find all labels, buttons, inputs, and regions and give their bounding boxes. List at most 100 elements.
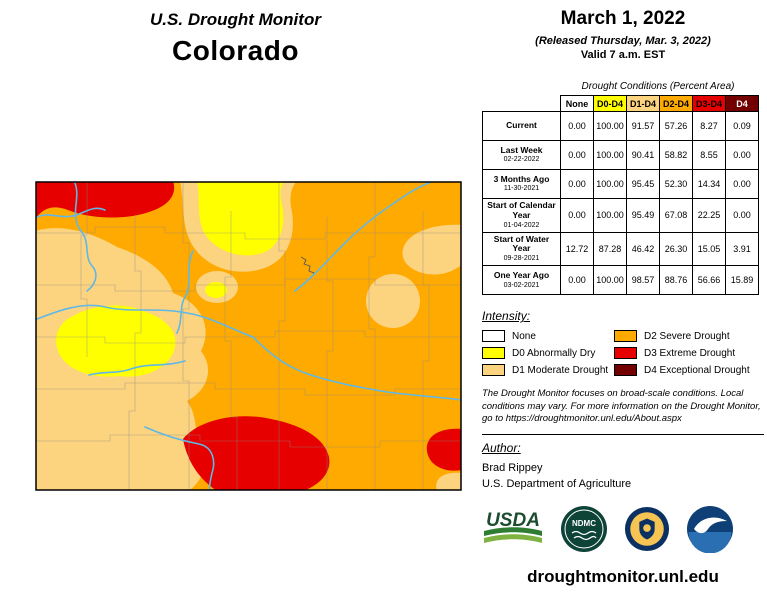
row-label-date: 01-04-2022	[503, 221, 540, 229]
table-row: Start of Calendar Year 01-04-2022 0.00 10…	[482, 198, 759, 233]
value-cell: 100.00	[593, 265, 627, 296]
row-label: Current	[482, 111, 561, 141]
legend-item-d0: D0 Abnormally Dry	[482, 347, 614, 360]
row-label: Last Week 02-22-2022	[482, 140, 561, 170]
row-label: Start of Water Year 09-28-2021	[482, 231, 561, 267]
col-header-none: None	[560, 95, 594, 112]
table-row: Start of Water Year 09-28-2021 12.72 87.2…	[482, 231, 759, 267]
river-south-platte	[294, 182, 432, 292]
river-rio-grande	[144, 426, 215, 490]
value-cell: 3.91	[725, 231, 759, 267]
value-cell: 0.00	[560, 111, 594, 141]
row-label-text: Current	[506, 119, 537, 130]
d2-swatch	[614, 330, 637, 343]
row-label-date: 03-02-2021	[503, 281, 540, 289]
row-label-date: 11-30-2021	[503, 185, 540, 193]
value-cell: 58.82	[659, 140, 693, 170]
rivers	[36, 182, 461, 490]
info-panel: March 1, 2022 (Released Thursday, Mar. 3…	[482, 8, 764, 587]
table-row: Last Week 02-22-2022 0.00 100.00 90.41 58…	[482, 140, 759, 170]
released-note: (Released Thursday, Mar. 3, 2022)	[535, 35, 711, 47]
table-row: 3 Months Ago 11-30-2021 0.00 100.00 95.45…	[482, 169, 759, 199]
row-label: 3 Months Ago 11-30-2021	[482, 169, 561, 199]
row-label-text: Start of Water Year	[493, 233, 550, 254]
release-date: March 1, 2022	[560, 8, 686, 29]
d3-region-southeast	[426, 428, 461, 471]
value-cell: 0.00	[560, 140, 594, 170]
legend-label: D4 Exceptional Drought	[644, 364, 750, 376]
legend-column-left: None D0 Abnormally Dry D1 Moderate Droug…	[482, 330, 614, 377]
colorado-drought-map	[35, 181, 462, 491]
d1-region-southeast-corner	[436, 472, 461, 490]
disclaimer-text: The Drought Monitor focuses on broad-sca…	[482, 388, 761, 424]
col-header-d0d4: D0-D4	[593, 95, 627, 112]
value-cell: 100.00	[593, 111, 627, 141]
col-header-d3d4: D3-D4	[692, 95, 726, 112]
river-colorado	[36, 304, 254, 338]
d1-swatch	[482, 364, 505, 377]
usda-logo: USDA	[484, 510, 542, 544]
legend-item-d1: D1 Moderate Drought	[482, 364, 614, 377]
svg-text:USDA: USDA	[486, 510, 540, 531]
legend-label: D3 Extreme Drought	[644, 347, 736, 359]
state-border	[35, 181, 462, 491]
row-label-date: 09-28-2021	[503, 255, 540, 263]
value-cell: 52.30	[659, 169, 693, 199]
col-header-d1d4: D1-D4	[626, 95, 660, 112]
value-cell: 0.00	[560, 265, 594, 296]
legend-label: None	[512, 330, 536, 342]
noaa-logo	[687, 506, 733, 554]
value-cell: 15.89	[725, 265, 759, 296]
denver-boundary-squiggle	[300, 256, 315, 278]
col-header-d4: D4	[725, 95, 759, 112]
partner-logos: USDA NDMC	[482, 505, 764, 554]
legend-column-right: D2 Severe Drought D3 Extreme Drought D4 …	[614, 330, 750, 377]
d4-swatch	[614, 364, 637, 377]
value-cell: 98.57	[626, 265, 660, 296]
value-cell: 26.30	[659, 231, 693, 267]
value-cell: 95.45	[626, 169, 660, 199]
map-container	[35, 181, 462, 491]
d0-region-west-central	[56, 305, 176, 377]
intensity-legend: None D0 Abnormally Dry D1 Moderate Droug…	[482, 330, 764, 377]
value-cell: 100.00	[593, 140, 627, 170]
value-cell: 15.05	[692, 231, 726, 267]
value-cell: 0.00	[560, 169, 594, 199]
d3-region-south-central	[183, 416, 330, 490]
intensity-heading: Intensity:	[482, 309, 531, 324]
row-label-date: 02-22-2022	[503, 156, 540, 164]
value-cell: 100.00	[593, 169, 627, 199]
legend-label: D0 Abnormally Dry	[512, 347, 596, 359]
legend-label: D2 Severe Drought	[644, 330, 730, 342]
svg-text:NDMC: NDMC	[572, 519, 596, 528]
row-label-text: Start of Calendar Year	[487, 200, 556, 220]
value-cell: 46.42	[626, 231, 660, 267]
map-header: U.S. Drought Monitor Colorado	[22, 10, 449, 67]
table-row: One Year Ago 03-02-2021 0.00 100.00 98.57…	[482, 265, 759, 296]
author-heading: Author:	[482, 441, 521, 456]
river-headwaters	[176, 250, 194, 334]
row-label: One Year Ago 03-02-2021	[482, 265, 561, 296]
corner-cell	[482, 95, 561, 112]
legend-label: D1 Moderate Drought	[512, 364, 609, 376]
author-name: Brad Rippey	[482, 462, 543, 475]
commerce-seal-logo	[624, 507, 670, 552]
legend-item-d3: D3 Extreme Drought	[614, 347, 750, 360]
state-title: Colorado	[172, 35, 299, 66]
row-label: Start of Calendar Year 01-04-2022	[482, 198, 561, 233]
river-yampa	[36, 207, 106, 218]
river-gunnison	[88, 360, 186, 376]
value-cell: 67.08	[659, 198, 693, 233]
value-cell: 95.49	[626, 198, 660, 233]
d0-patch-central	[205, 282, 227, 298]
value-cell: 0.00	[725, 198, 759, 233]
website-url: droughtmonitor.unl.edu	[527, 567, 719, 587]
value-cell: 0.09	[725, 111, 759, 141]
table-header-row: None D0-D4 D1-D4 D2-D4 D3-D4 D4	[482, 95, 759, 112]
value-cell: 56.66	[692, 265, 726, 296]
legend-item-none: None	[482, 330, 614, 343]
author-organization: U.S. Department of Agriculture	[482, 478, 632, 491]
legend-item-d4: D4 Exceptional Drought	[614, 364, 750, 377]
d1-region-east-inner	[366, 274, 420, 328]
